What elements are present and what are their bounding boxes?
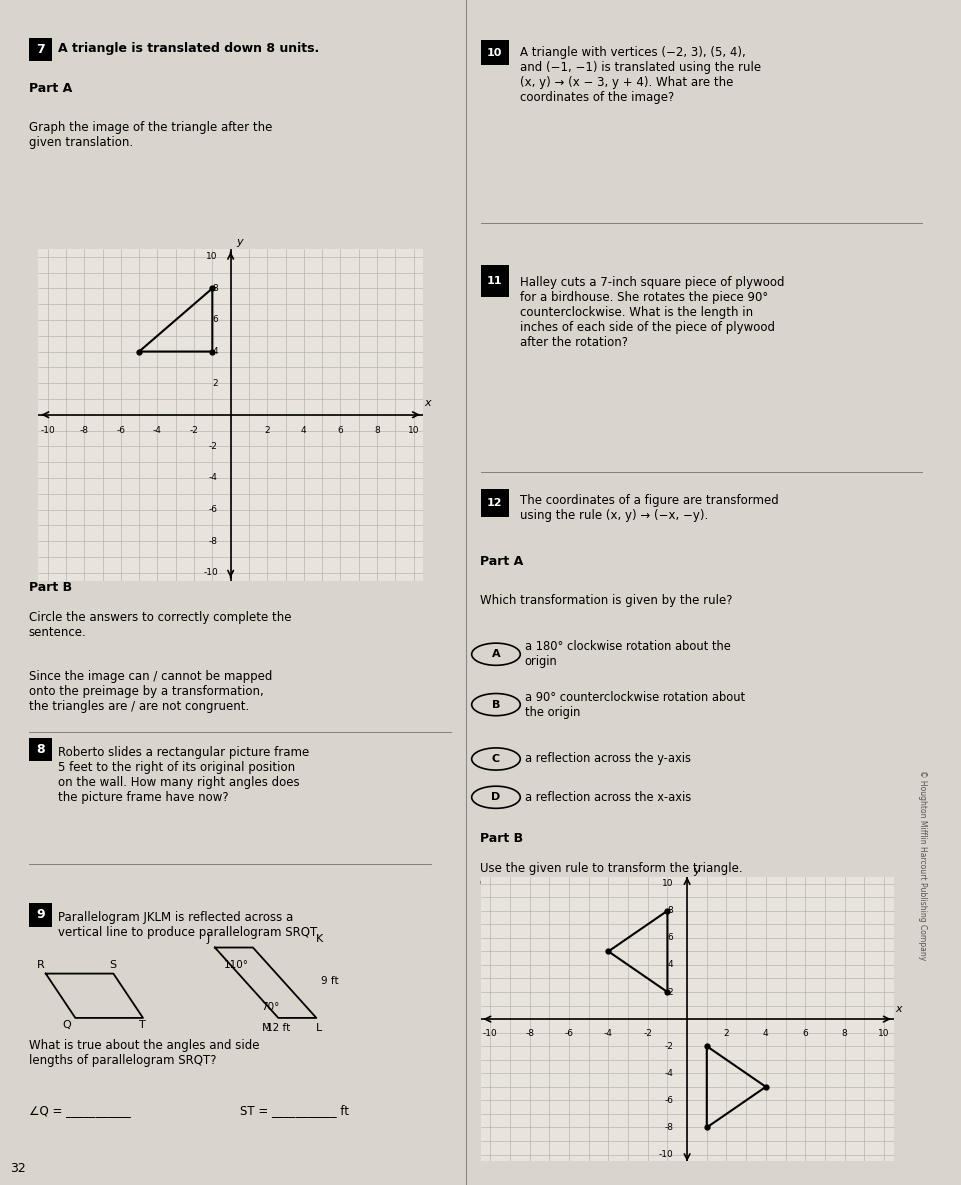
Text: 8: 8 bbox=[36, 743, 44, 756]
Text: -4: -4 bbox=[664, 1069, 674, 1078]
Text: 10: 10 bbox=[662, 879, 674, 889]
Text: J: J bbox=[207, 934, 209, 944]
Text: a 180° clockwise rotation about the
origin: a 180° clockwise rotation about the orig… bbox=[525, 640, 730, 668]
Text: 9 ft: 9 ft bbox=[321, 976, 338, 986]
Text: © Houghton Mifflin Harcourt Publishing Company: © Houghton Mifflin Harcourt Publishing C… bbox=[918, 770, 927, 960]
Text: a reflection across the y-axis: a reflection across the y-axis bbox=[525, 752, 691, 766]
Text: 2: 2 bbox=[212, 379, 218, 387]
Text: 2: 2 bbox=[264, 425, 270, 435]
Text: -8: -8 bbox=[80, 425, 88, 435]
Text: Since the image can / cannot be mapped
onto the preimage by a transformation,
th: Since the image can / cannot be mapped o… bbox=[29, 670, 272, 713]
Text: -8: -8 bbox=[209, 537, 218, 545]
Text: 2: 2 bbox=[668, 987, 674, 997]
Bar bbox=[480, 40, 509, 65]
Text: Use the given rule to transform the triangle.
Graph the image on the coordinate : Use the given rule to transform the tria… bbox=[480, 863, 743, 890]
Text: A triangle is translated down 8 units.: A triangle is translated down 8 units. bbox=[59, 41, 320, 55]
Text: D: D bbox=[491, 793, 501, 802]
Text: C: C bbox=[492, 754, 500, 764]
Text: A triangle with vertices (−2, 3), (5, 4),
and (−1, −1) is translated using the r: A triangle with vertices (−2, 3), (5, 4)… bbox=[520, 46, 761, 104]
Bar bbox=[480, 489, 509, 517]
Text: -6: -6 bbox=[564, 1029, 574, 1038]
Bar bbox=[29, 738, 52, 761]
Text: S: S bbox=[110, 960, 116, 971]
Text: Roberto slides a rectangular picture frame
5 feet to the right of its original p: Roberto slides a rectangular picture fra… bbox=[59, 747, 309, 805]
Text: 4: 4 bbox=[212, 347, 218, 356]
Text: x: x bbox=[425, 398, 431, 409]
Text: T: T bbox=[138, 1020, 145, 1030]
Text: -4: -4 bbox=[209, 474, 218, 482]
Text: -4: -4 bbox=[604, 1029, 613, 1038]
Text: 8: 8 bbox=[668, 907, 674, 915]
Text: Part B: Part B bbox=[480, 832, 524, 845]
Bar bbox=[480, 265, 509, 296]
Text: 4: 4 bbox=[301, 425, 307, 435]
Text: 7: 7 bbox=[36, 43, 44, 56]
Text: -6: -6 bbox=[664, 1096, 674, 1104]
Text: 10: 10 bbox=[487, 47, 503, 58]
Text: B: B bbox=[492, 699, 500, 710]
Text: y: y bbox=[236, 237, 243, 248]
Text: L: L bbox=[316, 1023, 323, 1033]
Text: -2: -2 bbox=[189, 425, 199, 435]
Text: 9: 9 bbox=[36, 909, 44, 922]
Text: 6: 6 bbox=[668, 934, 674, 942]
Text: R: R bbox=[37, 960, 45, 971]
Text: K: K bbox=[316, 934, 324, 944]
Text: 12: 12 bbox=[487, 498, 503, 508]
Text: -10: -10 bbox=[40, 425, 55, 435]
Text: y: y bbox=[693, 865, 700, 876]
Text: 8: 8 bbox=[842, 1029, 848, 1038]
Text: What is true about the angles and side
lengths of parallelogram SRQT?: What is true about the angles and side l… bbox=[29, 1039, 259, 1066]
Text: 6: 6 bbox=[212, 315, 218, 325]
Text: -10: -10 bbox=[203, 569, 218, 577]
Text: -8: -8 bbox=[526, 1029, 534, 1038]
Text: -2: -2 bbox=[643, 1029, 653, 1038]
Text: A: A bbox=[492, 649, 501, 659]
Text: 4: 4 bbox=[763, 1029, 769, 1038]
Text: ST = ___________ ft: ST = ___________ ft bbox=[240, 1104, 349, 1117]
Text: 10: 10 bbox=[207, 252, 218, 261]
Text: 8: 8 bbox=[212, 284, 218, 293]
Text: -6: -6 bbox=[116, 425, 125, 435]
Text: 8: 8 bbox=[374, 425, 380, 435]
Text: Circle the answers to correctly complete the
sentence.: Circle the answers to correctly complete… bbox=[29, 611, 291, 640]
Text: -4: -4 bbox=[153, 425, 161, 435]
Text: Which transformation is given by the rule?: Which transformation is given by the rul… bbox=[480, 594, 733, 607]
Text: Parallelogram JKLM is reflected across a
vertical line to produce parallelogram : Parallelogram JKLM is reflected across a… bbox=[59, 911, 320, 939]
Text: 110°: 110° bbox=[223, 960, 248, 971]
Text: -2: -2 bbox=[209, 442, 218, 450]
Text: ∠Q = ___________: ∠Q = ___________ bbox=[29, 1104, 131, 1117]
Text: -2: -2 bbox=[664, 1042, 674, 1051]
Text: a reflection across the x-axis: a reflection across the x-axis bbox=[525, 790, 691, 803]
Text: -10: -10 bbox=[658, 1149, 674, 1159]
Text: 2: 2 bbox=[724, 1029, 729, 1038]
Text: -6: -6 bbox=[209, 505, 218, 514]
Text: 10: 10 bbox=[407, 425, 419, 435]
Text: 32: 32 bbox=[10, 1162, 25, 1174]
Text: 4: 4 bbox=[668, 960, 674, 969]
Text: a 90° counterclockwise rotation about
the origin: a 90° counterclockwise rotation about th… bbox=[525, 691, 745, 718]
Text: Part A: Part A bbox=[29, 83, 72, 96]
Text: Q: Q bbox=[62, 1020, 71, 1030]
Bar bbox=[29, 903, 52, 927]
Text: Halley cuts a 7-inch square piece of plywood
for a birdhouse. She rotates the pi: Halley cuts a 7-inch square piece of ply… bbox=[520, 276, 785, 350]
Text: 11: 11 bbox=[487, 276, 503, 286]
Text: -8: -8 bbox=[664, 1123, 674, 1132]
Text: The coordinates of a figure are transformed
using the rule (x, y) → (−x, −y).: The coordinates of a figure are transfor… bbox=[520, 493, 779, 521]
Text: 6: 6 bbox=[802, 1029, 808, 1038]
Text: 12 ft: 12 ft bbox=[265, 1023, 290, 1033]
Text: 6: 6 bbox=[337, 425, 343, 435]
Text: Part B: Part B bbox=[29, 581, 72, 594]
Bar bbox=[29, 38, 52, 62]
Text: Part A: Part A bbox=[480, 555, 524, 568]
Text: x: x bbox=[896, 1004, 902, 1013]
Text: 10: 10 bbox=[878, 1029, 890, 1038]
Text: -10: -10 bbox=[483, 1029, 498, 1038]
Text: 70°: 70° bbox=[261, 1003, 280, 1012]
Text: M: M bbox=[261, 1023, 271, 1033]
Text: Graph the image of the triangle after the
given translation.: Graph the image of the triangle after th… bbox=[29, 121, 272, 149]
